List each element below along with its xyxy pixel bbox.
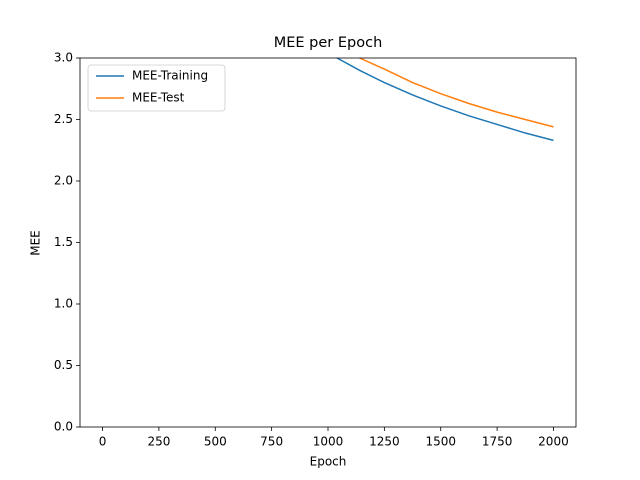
x-tick-label: 500 — [204, 435, 227, 449]
y-tick-label: 3.0 — [54, 51, 73, 65]
y-tick-label: 0.0 — [54, 420, 73, 434]
legend-label: MEE-Test — [132, 91, 185, 105]
x-tick-label: 250 — [147, 435, 170, 449]
y-tick-label: 2.5 — [54, 112, 73, 126]
y-tick-label: 1.0 — [54, 297, 73, 311]
x-tick-label: 2000 — [538, 435, 569, 449]
x-tick-label: 1000 — [313, 435, 344, 449]
x-tick-label: 0 — [99, 435, 107, 449]
y-tick-label: 0.5 — [54, 358, 73, 372]
x-tick-label: 750 — [260, 435, 283, 449]
y-axis-label: MEE — [29, 230, 43, 256]
x-tick-label: 1500 — [425, 435, 456, 449]
legend-label: MEE-Training — [132, 69, 208, 83]
line-series — [336, 58, 554, 142]
chart-title: MEE per Epoch — [274, 35, 383, 51]
x-tick-label: 1250 — [369, 435, 400, 449]
x-tick-label: 1750 — [482, 435, 513, 449]
y-tick-label: 1.5 — [54, 235, 73, 249]
line-series — [359, 58, 554, 128]
x-axis-label: Epoch — [310, 455, 347, 469]
plot-area — [336, 58, 554, 142]
y-tick-label: 2.0 — [54, 174, 73, 188]
